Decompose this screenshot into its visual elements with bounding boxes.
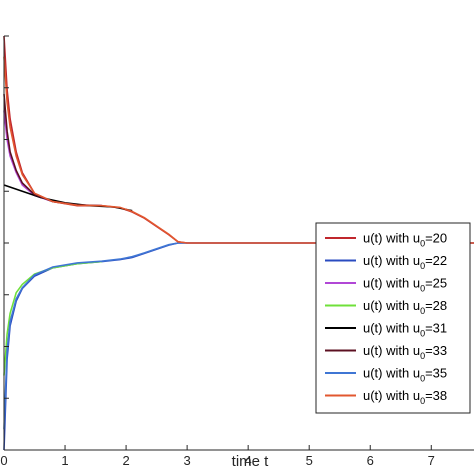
x-axis-title: time t bbox=[232, 453, 270, 470]
series-line-8 bbox=[3, 56, 474, 244]
series-layer bbox=[3, 35, 474, 451]
x-tick-layer: 0 1 2 3 4 5 6 7 bbox=[0, 445, 435, 468]
axes-layer bbox=[3, 35, 474, 451]
legend-entry: u(t) with u0=20 bbox=[363, 231, 447, 249]
legend-entry: u(t) with u0=35 bbox=[363, 366, 447, 384]
legend-box bbox=[315, 222, 471, 414]
x-tick-label: 5 bbox=[306, 453, 313, 468]
legend-entry: u(t) with u0=25 bbox=[363, 276, 447, 294]
x-tick-label: 4 bbox=[245, 453, 252, 468]
legend: u(t) with u0=20 u(t) with u0=22 u(t) with … bbox=[315, 222, 471, 414]
x-tick-label: 7 bbox=[428, 453, 435, 468]
legend-entry: u(t) with u0=22 bbox=[363, 253, 447, 271]
legend-entry: u(t) with u0=28 bbox=[363, 298, 447, 316]
x-tick-label: 3 bbox=[183, 453, 190, 468]
x-tick-label: 2 bbox=[122, 453, 129, 468]
legend-entry: u(t) with u0=33 bbox=[363, 343, 447, 361]
series-line-7 bbox=[3, 242, 188, 430]
x-tick-label: 6 bbox=[367, 453, 374, 468]
legend-entry: u(t) with u0=31 bbox=[363, 321, 447, 339]
x-tick-label: 0 bbox=[0, 453, 7, 468]
x-tick-label: 1 bbox=[61, 453, 68, 468]
legend-entry: u(t) with u0=38 bbox=[363, 388, 447, 406]
